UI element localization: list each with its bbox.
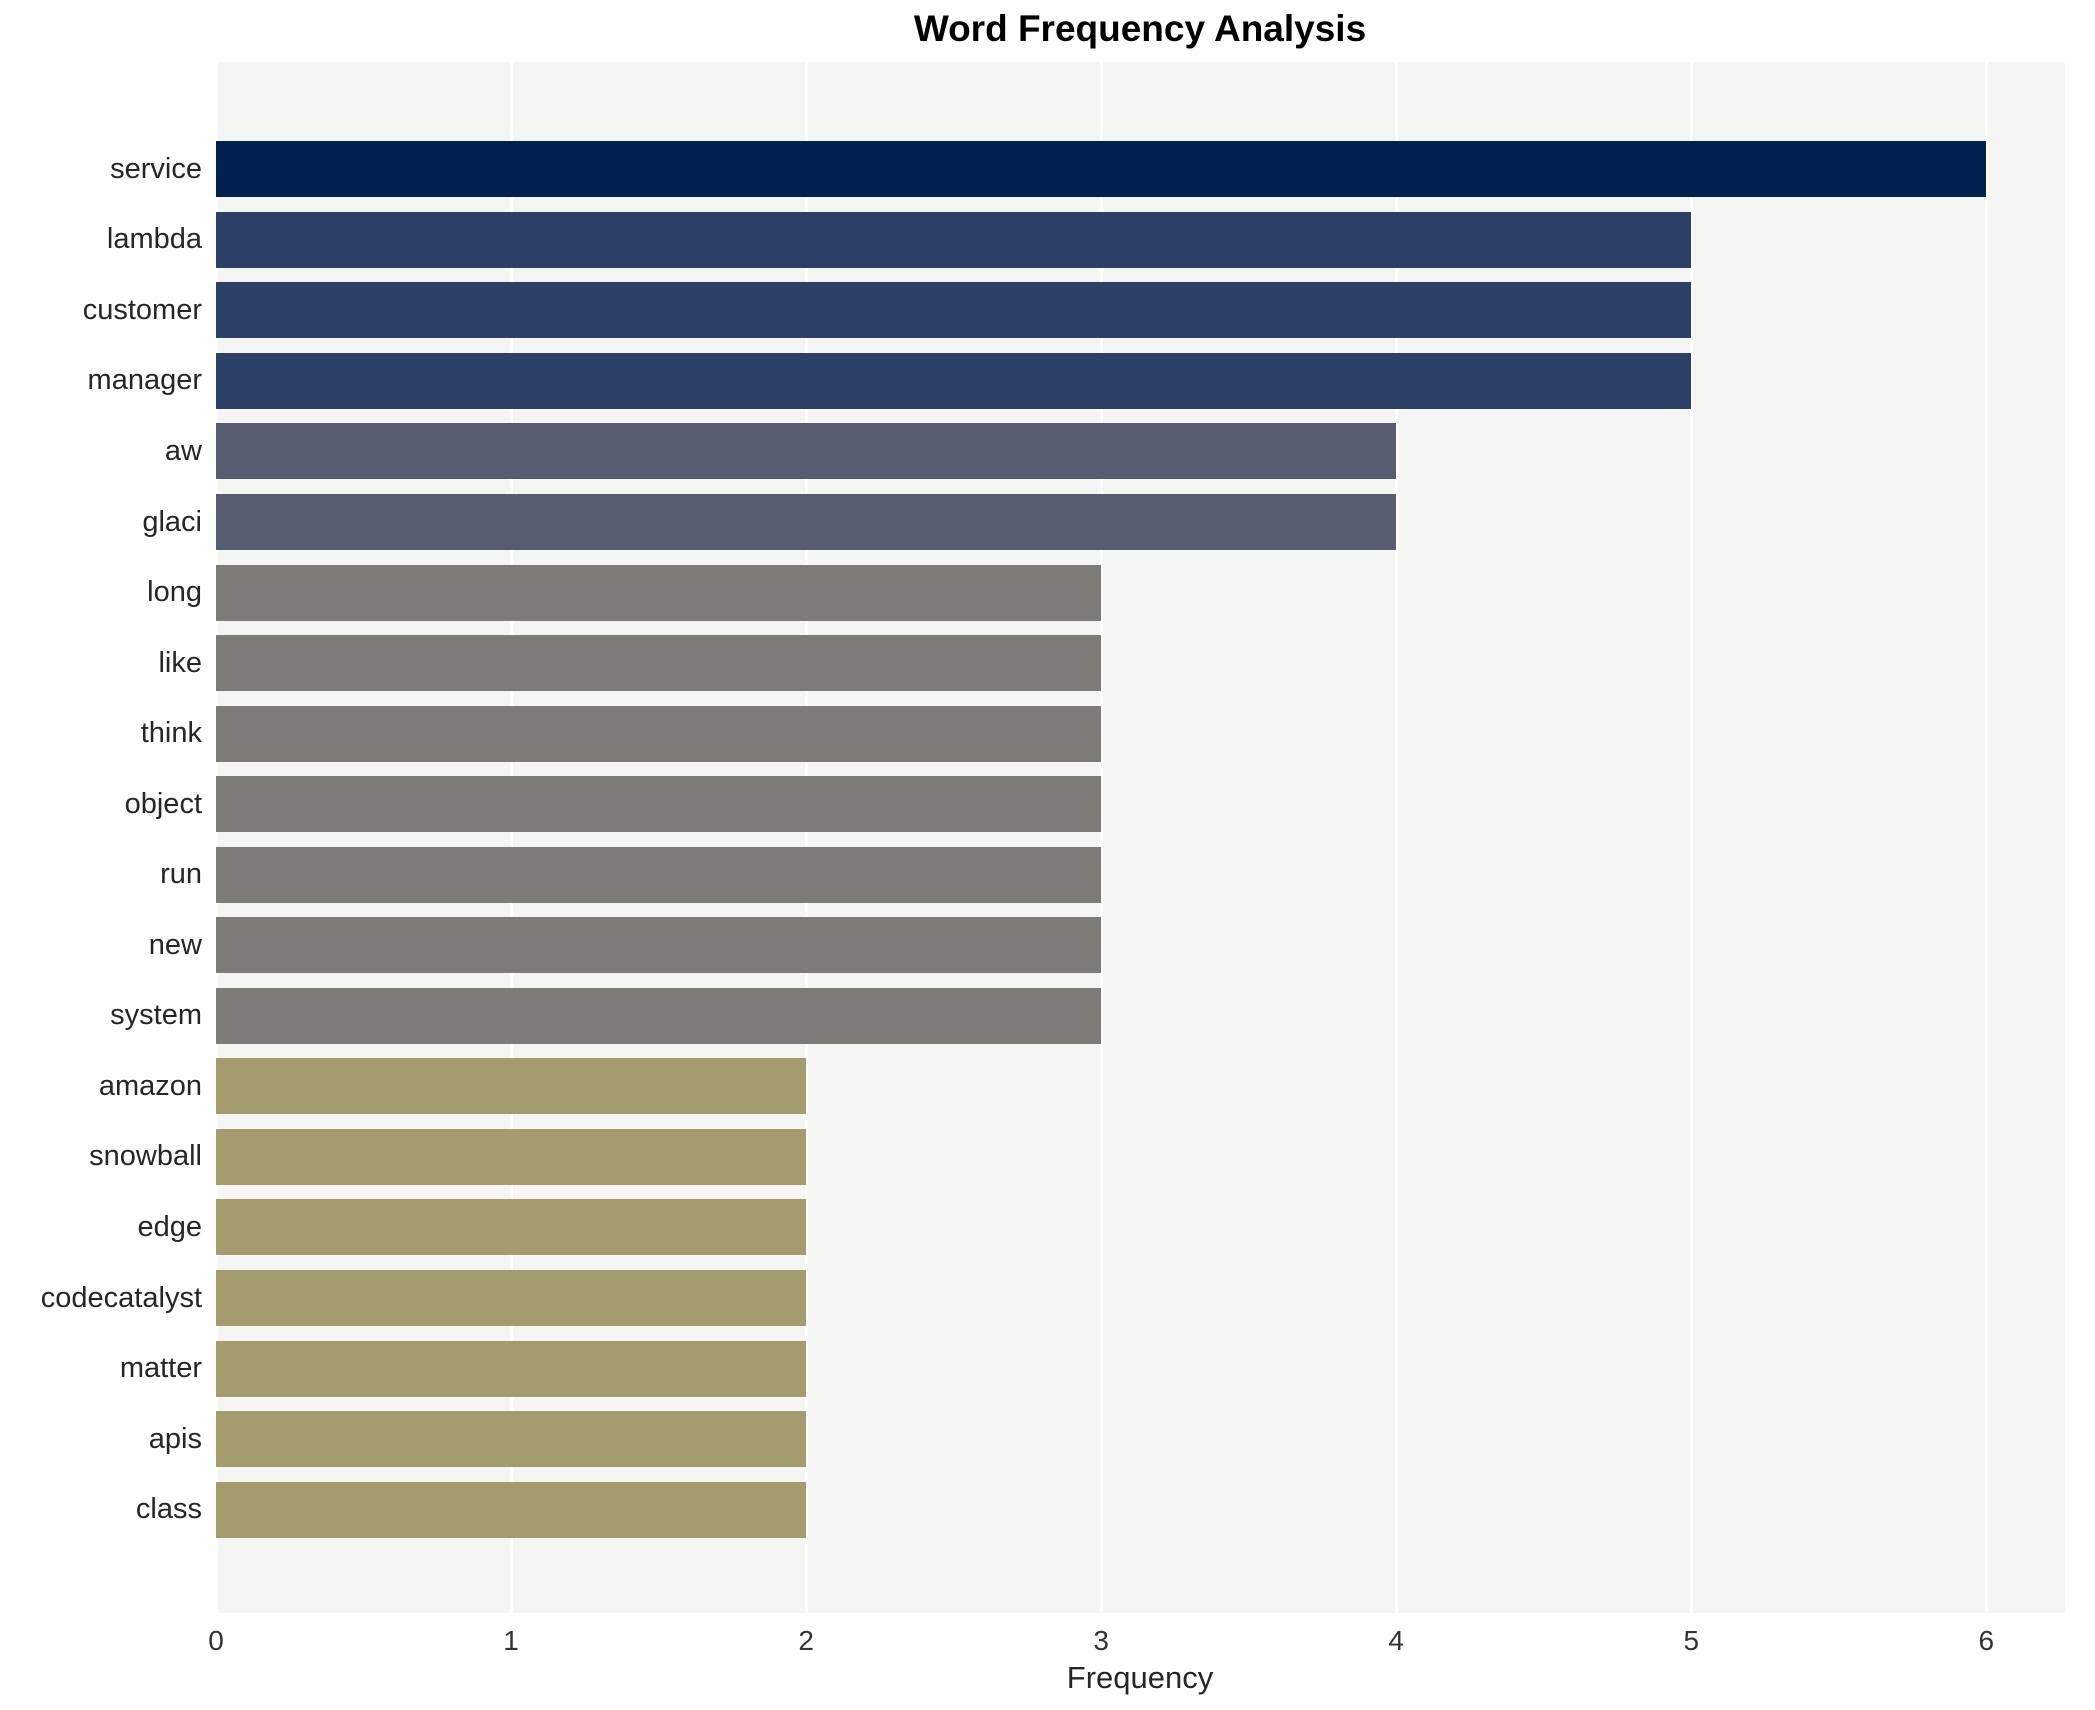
bar-object [216, 776, 1102, 833]
bar-row: apis [0, 1404, 2065, 1475]
category-label: object [124, 787, 202, 820]
category-label: aw [164, 434, 202, 467]
bar-row: system [0, 981, 2065, 1052]
gridline [1395, 62, 1399, 1613]
category-label: matter [119, 1352, 202, 1385]
bar-rows: service lambda customer manager aw glaci long l… [0, 134, 2065, 1545]
x-tick-label: 0 [208, 1625, 224, 1656]
bar-row: lambda [0, 205, 2065, 276]
bar-edge [216, 1199, 807, 1256]
bar-row: run [0, 839, 2065, 910]
bar-aw [216, 423, 1397, 480]
category-label: codecatalyst [40, 1281, 202, 1314]
bar-snowball [216, 1128, 807, 1185]
category-label: class [135, 1493, 202, 1526]
bar-row: snowball [0, 1122, 2065, 1193]
x-tick-label: 6 [1978, 1625, 1995, 1656]
bar-manager [216, 352, 1692, 409]
bar-think [216, 705, 1102, 762]
category-label: system [110, 999, 202, 1032]
category-label: lambda [106, 223, 202, 256]
x-axis-title: Frequency [1066, 1660, 1214, 1695]
gridline [215, 62, 218, 1613]
bar-lambda [216, 211, 1692, 268]
bar-new [216, 917, 1102, 974]
x-tick-label: 5 [1683, 1625, 1700, 1656]
bar-long [216, 564, 1102, 621]
x-tick-label: 3 [1093, 1625, 1109, 1656]
gridline [1100, 62, 1104, 1613]
category-label: run [160, 858, 202, 891]
bar-service [216, 141, 1987, 198]
bar-class [216, 1481, 807, 1538]
chart-area: service lambda customer manager aw glaci long l… [0, 62, 2065, 1613]
gridline [1690, 62, 1694, 1613]
bar-row: class [0, 1474, 2065, 1545]
bar-like [216, 635, 1102, 692]
bar-row: like [0, 628, 2065, 699]
bar-row: object [0, 769, 2065, 840]
category-label: long [147, 576, 202, 609]
x-tick-label: 2 [798, 1625, 814, 1656]
category-label: like [158, 646, 202, 679]
category-label: edge [137, 1210, 202, 1243]
gridline [1985, 62, 1989, 1613]
bar-row: edge [0, 1192, 2065, 1263]
bar-glaci [216, 494, 1397, 550]
bar-row: long [0, 557, 2065, 628]
bar-row: glaci [0, 487, 2065, 558]
category-label: glaci [142, 505, 202, 538]
chart-title: Word Frequency Analysis [913, 8, 1367, 49]
bar-row: service [0, 134, 2065, 205]
bar-row: customer [0, 275, 2065, 346]
bar-amazon [216, 1058, 807, 1115]
bar-apis [216, 1411, 807, 1468]
category-label: service [110, 152, 202, 185]
bar-row: new [0, 910, 2065, 981]
bar-row: think [0, 698, 2065, 769]
category-label: customer [82, 293, 202, 326]
category-label: amazon [98, 1069, 202, 1102]
bar-codecatalyst [216, 1270, 807, 1327]
gridline [805, 62, 809, 1613]
bar-row: aw [0, 416, 2065, 487]
bar-customer [216, 282, 1692, 339]
category-label: manager [87, 364, 202, 397]
category-label: think [140, 717, 202, 750]
bar-row: manager [0, 346, 2065, 417]
x-tick-label: 1 [503, 1625, 519, 1656]
bar-run [216, 846, 1102, 903]
bar-system [216, 987, 1102, 1044]
bar-row: matter [0, 1333, 2065, 1404]
category-label: new [148, 928, 202, 961]
bar-matter [216, 1340, 807, 1397]
category-label: apis [148, 1422, 202, 1455]
gridline [510, 62, 514, 1613]
x-tick-label: 4 [1388, 1625, 1405, 1656]
bar-row: amazon [0, 1051, 2065, 1122]
category-label: snowball [89, 1140, 202, 1173]
bar-row: codecatalyst [0, 1263, 2065, 1334]
